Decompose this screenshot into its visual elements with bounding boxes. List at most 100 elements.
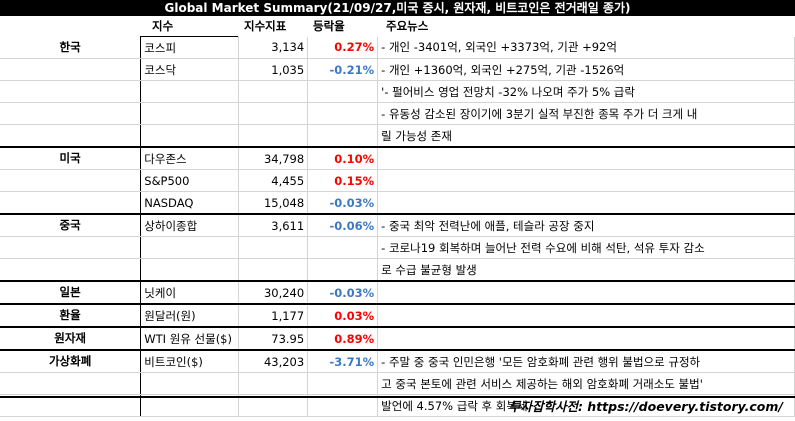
table-row: S&P500 4,455 0.15% — [0, 169, 795, 192]
news-line: - 중국 최악 전력난에 애플, 테슬라 공장 중지 — [377, 213, 795, 237]
table-row: - 코로나19 회복하며 늘어난 전력 수요에 비해 석탄, 석유 투자 감소 — [0, 236, 795, 259]
index-value: 30,240 — [238, 280, 309, 305]
table-row: 가상화폐 비트코인($) 43,203 -3.71% - 주말 중 중국 인민은행 '모… — [0, 349, 795, 373]
index-name — [140, 102, 240, 125]
change-rate: -0.03% — [307, 191, 379, 215]
change-rate: -3.71% — [307, 349, 379, 373]
index-value: 1,035 — [238, 58, 309, 81]
index-value: 3,611 — [238, 213, 309, 237]
region-cell: 미국 — [0, 146, 142, 170]
region-cell — [0, 58, 142, 81]
news-line: 로 수급 불균형 발생 — [377, 258, 795, 282]
region-cell: 환율 — [0, 303, 142, 328]
index-value — [238, 394, 309, 417]
news-line — [377, 191, 795, 215]
index-name — [140, 236, 240, 259]
index-name: 비트코인($) — [140, 349, 240, 373]
header-change: 등락율 — [313, 17, 377, 35]
change-rate: 0.03% — [307, 303, 379, 328]
news-line — [377, 169, 795, 192]
news-line — [377, 326, 795, 351]
news-line — [377, 280, 795, 305]
change-rate — [307, 394, 379, 417]
change-rate — [307, 372, 379, 395]
index-value: 73.95 — [238, 326, 309, 351]
region-cell — [0, 124, 142, 148]
news-line: - 개인 -3401억, 외국인 +3373억, 기관 +92억 — [377, 36, 795, 59]
region-cell — [0, 236, 142, 259]
index-name — [140, 124, 240, 148]
news-line: - 유동성 감소된 장이기에 3분기 실적 부진한 종목 주가 더 크게 내 — [377, 102, 795, 125]
region-cell — [0, 80, 142, 103]
change-rate: -0.21% — [307, 58, 379, 81]
sheet-title: Global Market Summary(21/09/27,미국 증시, 원자… — [0, 0, 795, 16]
region-cell: 가상화폐 — [0, 349, 142, 373]
index-value: 4,455 — [238, 169, 309, 192]
region-cell: 중국 — [0, 213, 142, 237]
index-value: 3,134 — [238, 36, 309, 59]
index-name — [140, 394, 240, 417]
header-value: 지수지표 — [244, 17, 308, 35]
news-line — [377, 303, 795, 328]
market-table: 한국 코스피 3,134 0.27% - 개인 -3401억, 외국인 +3373억, … — [0, 36, 795, 417]
region-cell: 한국 — [0, 36, 142, 59]
index-name: WTI 원유 선물($) — [140, 326, 240, 351]
news-line: - 주말 중 중국 인민은행 '모든 암호화폐 관련 행위 불법으로 규정하 — [377, 349, 795, 373]
index-name: 닛케이 — [140, 280, 240, 305]
change-rate — [307, 258, 379, 282]
table-row: 미국 다우존스 34,798 0.10% — [0, 146, 795, 170]
footer-rule — [0, 396, 795, 398]
index-value: 34,798 — [238, 146, 309, 170]
region-cell: 일본 — [0, 280, 142, 305]
index-name: S&P500 — [140, 169, 240, 192]
index-name: 다우존스 — [140, 146, 240, 170]
index-value — [238, 372, 309, 395]
index-value — [238, 124, 309, 148]
index-name: 상하이종합 — [140, 213, 240, 237]
index-value — [238, 102, 309, 125]
region-cell — [0, 191, 142, 215]
index-name: NASDAQ — [140, 191, 240, 215]
region-cell — [0, 258, 142, 282]
index-value: 43,203 — [238, 349, 309, 373]
change-rate: -0.06% — [307, 213, 379, 237]
header-news: 주요뉴스 — [386, 17, 506, 35]
header-index: 지수 — [152, 17, 242, 35]
table-row: '- 펄어비스 영업 전망치 -32% 나오며 주가 5% 급락 — [0, 80, 795, 103]
index-value: 15,048 — [238, 191, 309, 215]
table-row: 일본 닛케이 30,240 -0.03% — [0, 280, 795, 305]
news-line: - 코로나19 회복하며 늘어난 전력 수요에 비해 석탄, 석유 투자 감소 — [377, 236, 795, 259]
change-rate: 0.10% — [307, 146, 379, 170]
change-rate — [307, 236, 379, 259]
news-line: 릴 가능성 존재 — [377, 124, 795, 148]
table-row: 원자재 WTI 원유 선물($) 73.95 0.89% — [0, 326, 795, 351]
news-line: 발언에 4.57% 급락 후 회복세 — [377, 394, 795, 417]
change-rate — [307, 124, 379, 148]
change-rate — [307, 80, 379, 103]
table-row: 코스닥 1,035 -0.21% - 개인 +1360억, 외국인 +275억, 기관… — [0, 58, 795, 81]
index-value — [238, 258, 309, 282]
table-row: 발언에 4.57% 급락 후 회복세 — [0, 394, 795, 417]
index-value — [238, 80, 309, 103]
index-value — [238, 236, 309, 259]
index-name: 원달러(원) — [140, 303, 240, 328]
region-cell — [0, 372, 142, 395]
index-name — [140, 258, 240, 282]
table-row: 릴 가능성 존재 — [0, 124, 795, 148]
change-rate: 0.27% — [307, 36, 379, 59]
region-cell — [0, 169, 142, 192]
news-line: - 개인 +1360억, 외국인 +275억, 기관 -1526억 — [377, 58, 795, 81]
table-row: 고 중국 본토에 관련 서비스 제공하는 해외 암호화폐 거래소도 불법' — [0, 372, 795, 395]
news-line: 고 중국 본토에 관련 서비스 제공하는 해외 암호화폐 거래소도 불법' — [377, 372, 795, 395]
table-row: - 유동성 감소된 장이기에 3분기 실적 부진한 종목 주가 더 크게 내 — [0, 102, 795, 125]
table-row: 중국 상하이종합 3,611 -0.06% - 중국 최악 전력난에 애플, 테슬라 공… — [0, 213, 795, 237]
table-row: 환율 원달러(원) 1,177 0.03% — [0, 303, 795, 328]
change-rate: 0.89% — [307, 326, 379, 351]
index-name — [140, 372, 240, 395]
index-name — [140, 80, 240, 103]
table-row: NASDAQ 15,048 -0.03% — [0, 191, 795, 215]
change-rate: -0.03% — [307, 280, 379, 305]
news-line — [377, 146, 795, 170]
index-name: 코스닥 — [140, 58, 240, 81]
